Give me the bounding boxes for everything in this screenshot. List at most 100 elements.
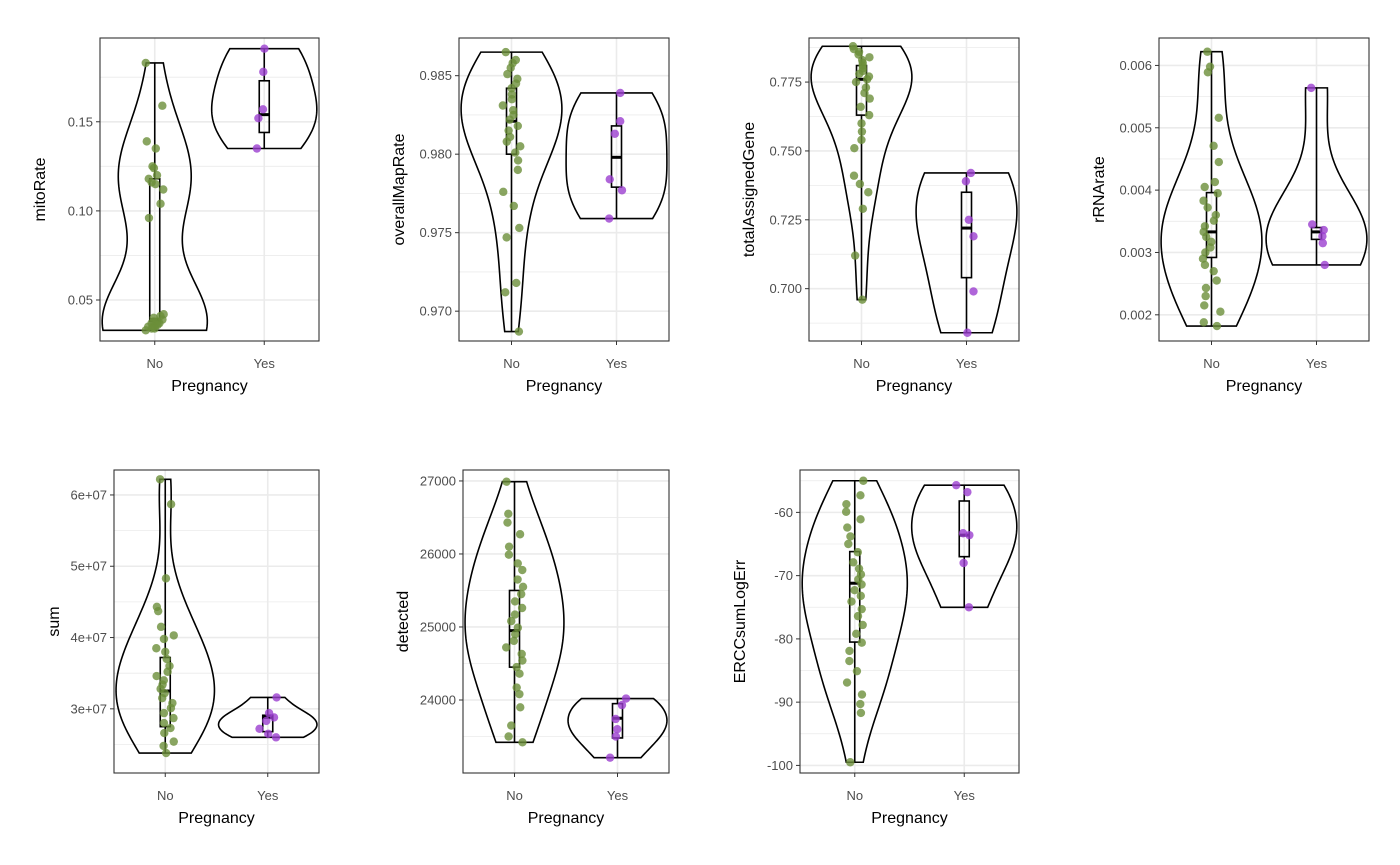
data-point: [515, 669, 524, 678]
data-point: [252, 144, 262, 153]
y-tick-label: -60: [774, 505, 793, 520]
data-point: [511, 148, 520, 157]
data-point: [512, 278, 521, 288]
violin-yes: [1265, 87, 1368, 266]
panel-background: [114, 470, 319, 773]
data-point: [1308, 220, 1317, 229]
data-point: [1200, 260, 1210, 270]
data-point: [269, 713, 279, 722]
data-point: [845, 656, 854, 666]
y-tick-label: 26000: [420, 546, 456, 561]
data-point: [511, 630, 520, 639]
data-point: [152, 171, 162, 180]
panel-background: [800, 470, 1019, 773]
data-point: [1213, 189, 1222, 198]
data-point: [507, 84, 516, 93]
data-point: [161, 647, 170, 656]
data-point: [616, 88, 625, 98]
data-point: [860, 88, 869, 98]
x-tick-label: No: [503, 356, 520, 371]
data-point: [1200, 301, 1209, 310]
panel-background: [809, 38, 1019, 341]
y-tick-label: 27000: [420, 473, 456, 488]
x-axis-title: Pregnancy: [171, 378, 248, 395]
y-tick-label: 6e+07: [70, 487, 107, 502]
data-point: [605, 753, 615, 762]
violin-yes: [915, 172, 1018, 334]
panel-border: [458, 37, 670, 342]
panel-border: [808, 37, 1020, 342]
x-tick-label: Yes: [956, 356, 978, 371]
chart-panel-7: -100 -90 -80 -70 -60 No Yes Pregnancy ERCCsumLog…: [732, 469, 1020, 827]
y-tick-label: 0.700: [769, 281, 802, 296]
data-point: [158, 101, 167, 110]
data-point: [504, 550, 514, 559]
data-point: [847, 597, 856, 606]
data-point: [1209, 216, 1219, 225]
data-point: [155, 475, 165, 484]
y-axis-title: ERCCsumLogErr: [732, 559, 749, 683]
y-tick-label: 25000: [420, 619, 456, 634]
y-tick-label: 24000: [420, 692, 456, 707]
data-point: [516, 703, 525, 712]
data-point: [864, 188, 873, 197]
data-point: [150, 324, 159, 333]
data-point: [858, 204, 868, 213]
data-point: [842, 678, 852, 687]
data-point: [513, 121, 522, 131]
data-point: [857, 690, 867, 699]
data-point: [611, 714, 620, 724]
data-point: [604, 214, 614, 223]
data-point: [163, 667, 172, 676]
data-point: [514, 327, 524, 336]
data-point: [851, 77, 861, 87]
data-point: [507, 616, 516, 626]
data-point: [844, 539, 853, 549]
y-tick-label: 0.775: [769, 75, 802, 90]
data-point: [515, 530, 525, 539]
data-point: [264, 729, 273, 738]
data-point: [512, 683, 521, 692]
data-point: [509, 201, 519, 211]
data-point: [841, 507, 851, 516]
data-point: [513, 156, 523, 165]
data-point: [611, 732, 621, 741]
data-point: [513, 575, 522, 584]
y-tick-label: 0.750: [769, 143, 802, 158]
data-point: [959, 558, 968, 568]
data-point: [152, 644, 161, 653]
y-axis-title: sum: [46, 606, 63, 636]
y-tick-label: 0.003: [1119, 245, 1152, 260]
data-point: [504, 542, 514, 551]
data-point: [610, 129, 620, 138]
data-point: [952, 480, 961, 490]
data-point: [1199, 196, 1208, 205]
data-point: [255, 724, 264, 733]
data-point: [517, 603, 527, 613]
data-point: [503, 518, 512, 527]
data-point: [842, 499, 851, 509]
data-point: [141, 58, 150, 68]
data-point: [865, 53, 874, 62]
data-point: [518, 738, 527, 747]
data-point: [1318, 238, 1328, 248]
data-point: [1214, 113, 1223, 123]
data-point: [510, 597, 520, 606]
y-tick-label: 0.725: [769, 212, 802, 227]
data-point: [262, 716, 271, 726]
y-tick-label: 0.006: [1119, 58, 1152, 73]
y-tick-label: 0.10: [68, 203, 93, 218]
data-point: [502, 643, 511, 652]
data-point: [506, 63, 515, 73]
data-point: [1306, 83, 1316, 93]
data-point: [1200, 182, 1209, 192]
panel-border: [99, 37, 320, 342]
data-point: [1212, 321, 1222, 331]
violin-no: [801, 479, 909, 764]
data-point: [964, 215, 974, 224]
x-axis-title: Pregnancy: [876, 378, 953, 395]
data-point: [605, 175, 614, 184]
panel-background: [463, 470, 669, 773]
